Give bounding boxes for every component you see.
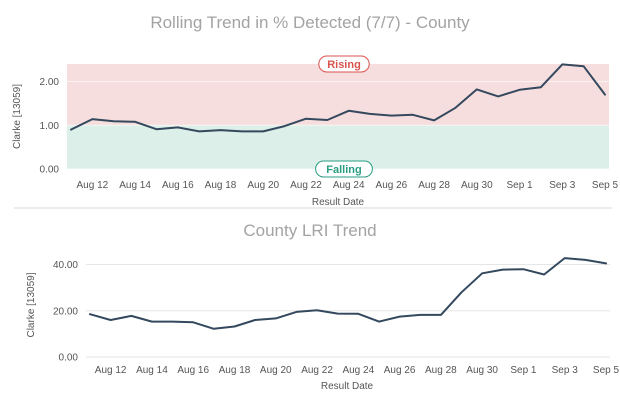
y-tick-label: 40.00: [53, 260, 78, 271]
zone-label-pill: [315, 160, 373, 178]
x-tick-label: Sep 1: [510, 365, 537, 376]
x-tick-label: Aug 18: [205, 180, 237, 191]
zone-label-text: Rising: [327, 59, 361, 71]
zone-label-pill: [318, 55, 370, 73]
x-tick-label: Aug 28: [418, 180, 450, 191]
x-tick-label: Aug 30: [466, 365, 498, 376]
y-tick-label: 2.00: [40, 77, 60, 88]
x-tick-label: Aug 26: [384, 365, 416, 376]
x-tick-label: Sep 5: [592, 180, 619, 191]
y-tick-label: 0.00: [59, 353, 79, 364]
x-tick-label: Aug 14: [119, 180, 151, 191]
series-line: [70, 63, 606, 133]
y-tick-label: 20.00: [53, 306, 78, 317]
chart-title: County LRI Trend: [243, 221, 377, 240]
lri-trend-panel: County LRI Trend 0.00 20.00 40.00 Aug 12 Aug…: [0, 212, 620, 400]
y-axis-title: Clarke [13059]: [26, 272, 37, 337]
x-tick-label: Aug 30: [461, 180, 493, 191]
x-tick-label: Aug 20: [247, 180, 279, 191]
x-tick-label: Sep 5: [593, 365, 620, 376]
lri-trend-chart: 0.00 20.00 40.00 Aug 12 Aug 14 Aug 16 Aug 18 Au…: [26, 257, 620, 392]
x-tick-label: Aug 22: [301, 365, 333, 376]
x-tick-label: Aug 26: [376, 180, 408, 191]
x-tick-label: Aug 16: [177, 365, 209, 376]
x-tick-label: Aug 18: [219, 365, 251, 376]
y-tick-label: 1.00: [40, 121, 60, 132]
series-line: [89, 257, 607, 330]
x-axis-title: Result Date: [312, 197, 365, 205]
rolling-trend-panel: Rolling Trend in % Detected (7/7) - Coun…: [12, 13, 619, 205]
x-tick-label: Aug 12: [95, 365, 127, 376]
zone-label-falling: Falling: [315, 160, 373, 178]
x-tick-label: Sep 1: [506, 180, 533, 191]
x-tick-label: Aug 24: [333, 180, 365, 191]
x-tick-label: Aug 12: [77, 180, 109, 191]
x-tick-label: Aug 28: [425, 365, 457, 376]
y-axis-title: Clarke [13059]: [12, 84, 23, 149]
x-tick-label: Aug 24: [342, 365, 374, 376]
zone-label-text: Falling: [326, 164, 361, 176]
x-tick-label: Aug 22: [290, 180, 322, 191]
y-tick-label: 0.00: [40, 165, 60, 176]
zone-label-rising: Rising: [318, 55, 370, 73]
x-tick-label: Sep 3: [549, 180, 576, 191]
x-tick-label: Aug 20: [260, 365, 292, 376]
x-tick-label: Aug 14: [136, 365, 168, 376]
rolling-trend-chart: 0.00 1.00 2.00 Aug 12 Aug 14 Aug 16 Aug 18 Aug …: [12, 55, 619, 205]
x-axis-title: Result Date: [321, 381, 374, 392]
x-tick-label: Aug 16: [162, 180, 194, 191]
chart-title: Rolling Trend in % Detected (7/7) - Coun…: [150, 13, 470, 32]
x-tick-label: Sep 3: [552, 365, 579, 376]
panel-divider: [14, 207, 612, 209]
